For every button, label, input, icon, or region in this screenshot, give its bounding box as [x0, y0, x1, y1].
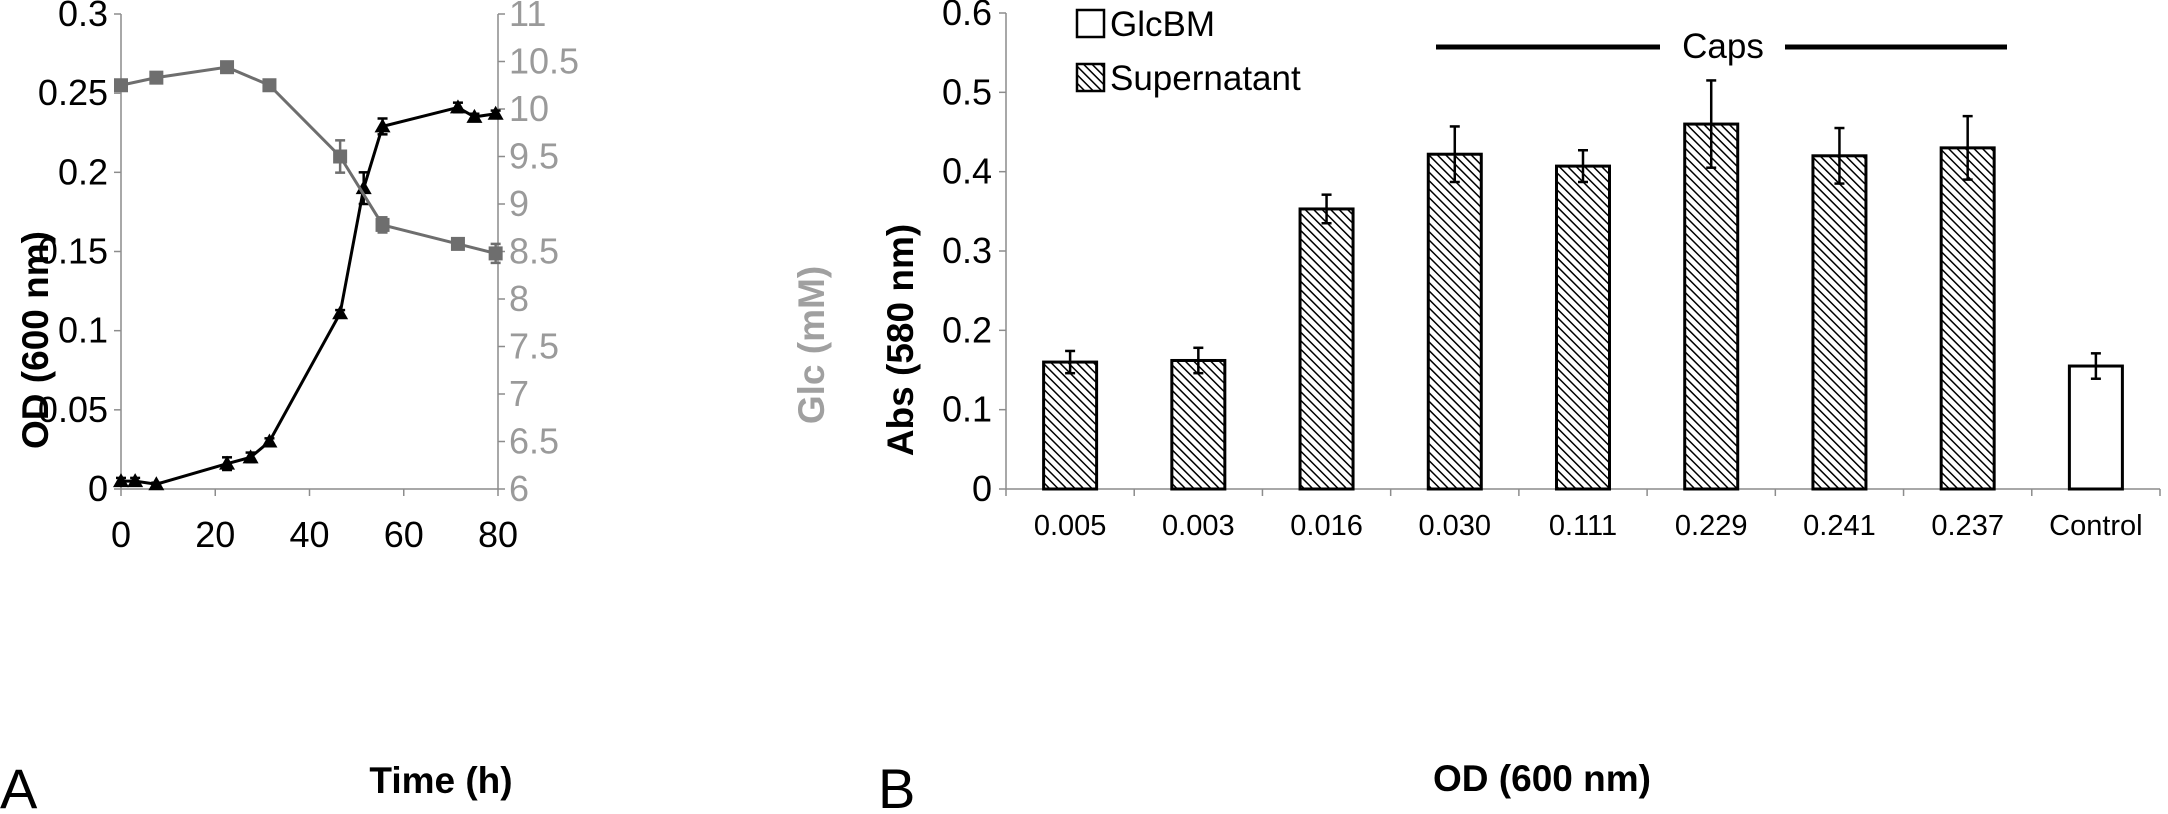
bar [1426, 152, 1483, 491]
panel-a-y-tick-label: 0.05 [38, 389, 108, 430]
data-point-triangle [449, 99, 466, 114]
bar [1298, 207, 1355, 491]
panel-a-tick-labels: 0 0.05 0.1 0.15 0.2 0.25 0.3 6 6.5 7 7.5 8 8.5 9 9.5 10… [38, 0, 579, 555]
panel-b-legend: GlcBM Supernatant [1075, 5, 1301, 98]
data-point-triangle [261, 433, 278, 448]
panel-b-y-tick-label: 0.4 [942, 151, 992, 192]
data-point-triangle [332, 305, 349, 320]
panel-b-category-label: 0.030 [1418, 510, 1491, 542]
panel-a-series [113, 60, 504, 491]
data-point-square [149, 70, 164, 85]
panel-a-y-tick-label: 0.1 [58, 310, 108, 351]
panel-a-right-y-tick-label: 9.5 [509, 136, 559, 177]
legend-swatch-supernatant [1075, 62, 1106, 93]
panel-a-right-y-tick-label: 8 [509, 278, 529, 319]
panel-b-y-tick-label: 0.1 [942, 389, 992, 430]
series-line [120, 65, 497, 255]
data-point-triangle [148, 476, 165, 491]
panel-b-category-label: 0.229 [1675, 510, 1748, 542]
bar [1170, 358, 1227, 491]
panel-a-y-tick-label: 0.3 [58, 0, 108, 34]
panel-a-right-y-tick-label: 7.5 [509, 326, 559, 367]
panel-a-x-tick-label: 60 [384, 514, 424, 555]
legend-label-glcbm: GlcBM [1110, 5, 1215, 44]
panel-b-category-label: 0.111 [1549, 510, 1617, 542]
panel-a-y-axis-label: OD (600 nm) [15, 231, 56, 449]
data-point-square [333, 149, 348, 164]
panel-a-right-y-tick-label: 6.5 [509, 421, 559, 462]
legend-swatch-glcbm [1075, 8, 1106, 39]
panel-a-right-y-tick-label: 6 [509, 468, 529, 509]
caps-annotation-label: Caps [1682, 27, 1764, 66]
panel-a-label: A [0, 757, 38, 814]
bar [1811, 154, 1868, 491]
panel-a-y-tick-label: 0.25 [38, 72, 108, 113]
bar [1939, 146, 1996, 491]
data-point-triangle [127, 473, 144, 488]
caps-annotation: Caps [1436, 27, 2007, 66]
data-point-square [488, 246, 503, 261]
panel-b-y-tick-label: 0.5 [942, 71, 992, 112]
panel-b-y-tick-label: 0.2 [942, 309, 992, 350]
data-point-triangle [242, 449, 259, 464]
panel-a-x-axis-label: Time (h) [369, 760, 512, 801]
panel-b-y-tick-label: 0.3 [942, 230, 992, 271]
data-point-square [262, 78, 277, 93]
bar [2067, 364, 2124, 491]
panel-a-x-tick-label: 80 [478, 514, 518, 555]
data-point-square [114, 78, 128, 93]
panel-b-y-axis-label: Abs (580 nm) [880, 224, 921, 456]
series-line [121, 105, 496, 486]
panel-a-y-tick-label: 0.2 [58, 151, 108, 192]
panel-a-right-y-tick-label: 9 [509, 183, 529, 224]
panel-a-y-tick-label: 0 [88, 468, 108, 509]
panel-a-chart: 0 0.05 0.1 0.15 0.2 0.25 0.3 6 6.5 7 7.5 8 8.5 9 9.5 10… [0, 0, 832, 814]
data-point-square [375, 217, 390, 232]
panel-a-right-y-tick-label: 11 [509, 0, 546, 34]
data-point-triangle [113, 473, 129, 488]
data-point-triangle [219, 455, 236, 470]
panel-b-bars [1042, 79, 2124, 491]
panel-b-category-label: 0.016 [1290, 510, 1363, 542]
data-point-square [450, 236, 465, 251]
data-point-square [220, 60, 235, 75]
panel-b-label: B [878, 757, 915, 814]
panel-a-right-y-axis-label: Glc (mM) [791, 266, 832, 424]
panel-b-chart: 0 0.1 0.2 0.3 0.4 0.5 0.6 0.005 0.003 0.016 0.030 0… [878, 0, 2161, 814]
panel-b-category-label: 0.005 [1034, 510, 1107, 542]
panel-b-category-label: 0.003 [1162, 510, 1235, 542]
od-series [113, 99, 504, 491]
panel-a-x-tick-label: 20 [195, 514, 235, 555]
panel-a-right-y-tick-label: 10.5 [509, 41, 579, 82]
panel-b-tick-labels: 0 0.1 0.2 0.3 0.4 0.5 0.6 0.005 0.003 0.016 0.030 0… [942, 0, 2143, 542]
panel-b-category-label: 0.241 [1803, 510, 1876, 542]
bar [1042, 360, 1099, 491]
panel-a-x-tick-label: 40 [289, 514, 329, 555]
glucose-series [114, 60, 503, 265]
legend-label-supernatant: Supernatant [1110, 59, 1301, 98]
panel-b-y-tick-label: 0 [972, 468, 992, 509]
panel-a-axes [114, 13, 505, 496]
bar [1555, 164, 1611, 491]
panel-b-x-axis-label: OD (600 nm) [1433, 758, 1651, 799]
data-point-triangle [374, 118, 391, 133]
panel-b-y-tick-label: 0.6 [942, 0, 992, 33]
panel-b-category-label: 0.237 [1931, 510, 2004, 542]
panel-a-right-y-tick-label: 7 [509, 373, 529, 414]
panel-a-right-y-tick-label: 10 [509, 88, 549, 129]
panel-a-y-tick-label: 0.15 [38, 231, 108, 272]
panel-b-category-label: Control [2049, 510, 2143, 542]
data-point-triangle [466, 108, 483, 123]
bar [1683, 122, 1740, 491]
data-point-triangle [487, 105, 504, 120]
panel-a-right-y-tick-label: 8.5 [509, 231, 559, 272]
panel-a-x-tick-label: 0 [111, 514, 131, 555]
